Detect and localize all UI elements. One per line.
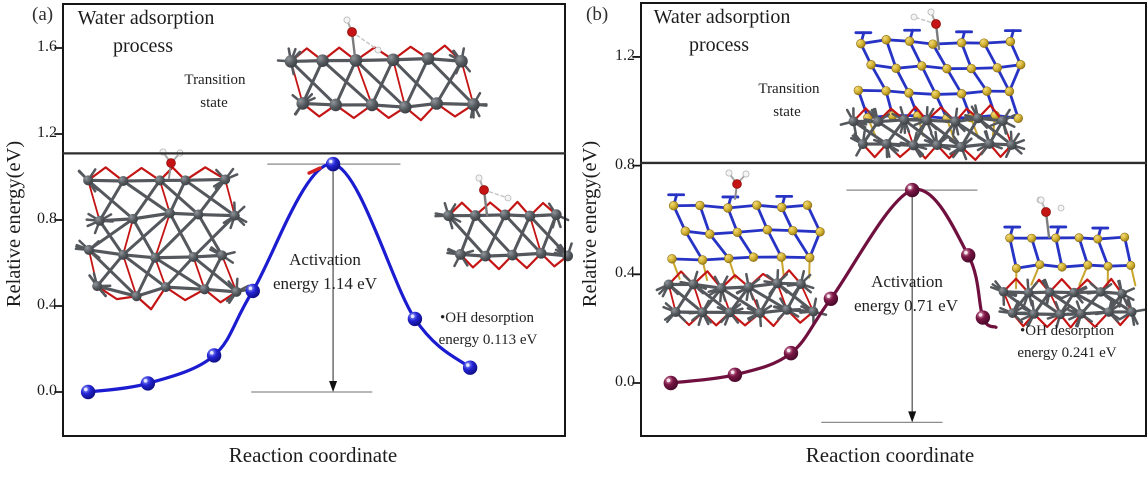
panel-b-plot bbox=[632, 2, 1148, 437]
panel-b-title-line1: Water adsorption bbox=[653, 6, 791, 28]
panel-b-y-ticks bbox=[632, 56, 642, 384]
panel-a-y-tick-label: 0.8 bbox=[37, 210, 57, 227]
panel-b-final-structure-image bbox=[990, 196, 1146, 329]
panel-b-x-axis-label: Reaction coordinate bbox=[805, 443, 975, 467]
panel-a-y-tick-label: 1.6 bbox=[37, 38, 57, 55]
panel-b-desorption-label-line2: energy 0.241 eV bbox=[1017, 345, 1117, 361]
panel-b-data-markers bbox=[663, 182, 991, 391]
panel-a-activation-label-line2: energy 1.14 eV bbox=[272, 274, 378, 293]
panel-b-activation-label-line1: Activation bbox=[871, 272, 943, 291]
panel-a-initial-structure-image bbox=[74, 148, 251, 311]
panel-a-transition-label-line2: state bbox=[200, 95, 228, 111]
panel-a-plot bbox=[54, 3, 574, 437]
panel-a-title-line2: process bbox=[113, 35, 173, 57]
panel-b-y-tick-label: 0.8 bbox=[615, 155, 635, 173]
panel-b-y-tick-label: 0.0 bbox=[615, 373, 635, 390]
panel-b-y-tick-label: 0.4 bbox=[615, 264, 635, 282]
panel-b-transition-label-line1: Transition bbox=[758, 81, 820, 97]
panel-b-desorption-label-line1: •OH desorption bbox=[1020, 323, 1114, 339]
panel-a-transition-label-line1: Transition bbox=[184, 72, 246, 88]
panel-a-desorption-label-line1: •OH desorption bbox=[440, 310, 534, 326]
panel-b-initial-structure-image bbox=[655, 169, 828, 328]
panel-a-frame bbox=[62, 3, 566, 437]
panel-b-y-tick-label: 1.2 bbox=[615, 46, 635, 64]
panel-a-title-line1: Water adsorption bbox=[77, 7, 215, 29]
panel-a-transition-structure-image bbox=[276, 16, 488, 122]
panel-a-y-ticks bbox=[54, 47, 64, 393]
panel-a-activation-label-line1: Activation bbox=[289, 250, 361, 269]
panel-a-y-tick-label: 0.0 bbox=[37, 382, 57, 399]
panel-b-energy-curve bbox=[669, 187, 998, 385]
panel-a-letter: (a) bbox=[32, 4, 54, 25]
panel-a-desorption-label-line2: energy 0.113 eV bbox=[438, 332, 538, 348]
panel-a-data-markers bbox=[80, 156, 478, 400]
panel-b-transition-label-line2: state bbox=[773, 104, 801, 120]
panel-b-frame bbox=[640, 2, 1147, 437]
panel-b-activation-label-line2: energy 0.71 eV bbox=[853, 296, 959, 315]
panel-a-y-tick-label: 0.4 bbox=[37, 296, 57, 313]
panel-a-x-axis-label: Reaction coordinate bbox=[228, 443, 398, 467]
panel-b-transition-structure-image bbox=[839, 8, 1026, 161]
panel-b-title-line2: process bbox=[689, 34, 749, 56]
panel-a-final-structure-image bbox=[434, 174, 574, 271]
panel-b-letter: (b) bbox=[586, 4, 609, 25]
panel-a-y-tick-label: 1.2 bbox=[37, 124, 57, 141]
